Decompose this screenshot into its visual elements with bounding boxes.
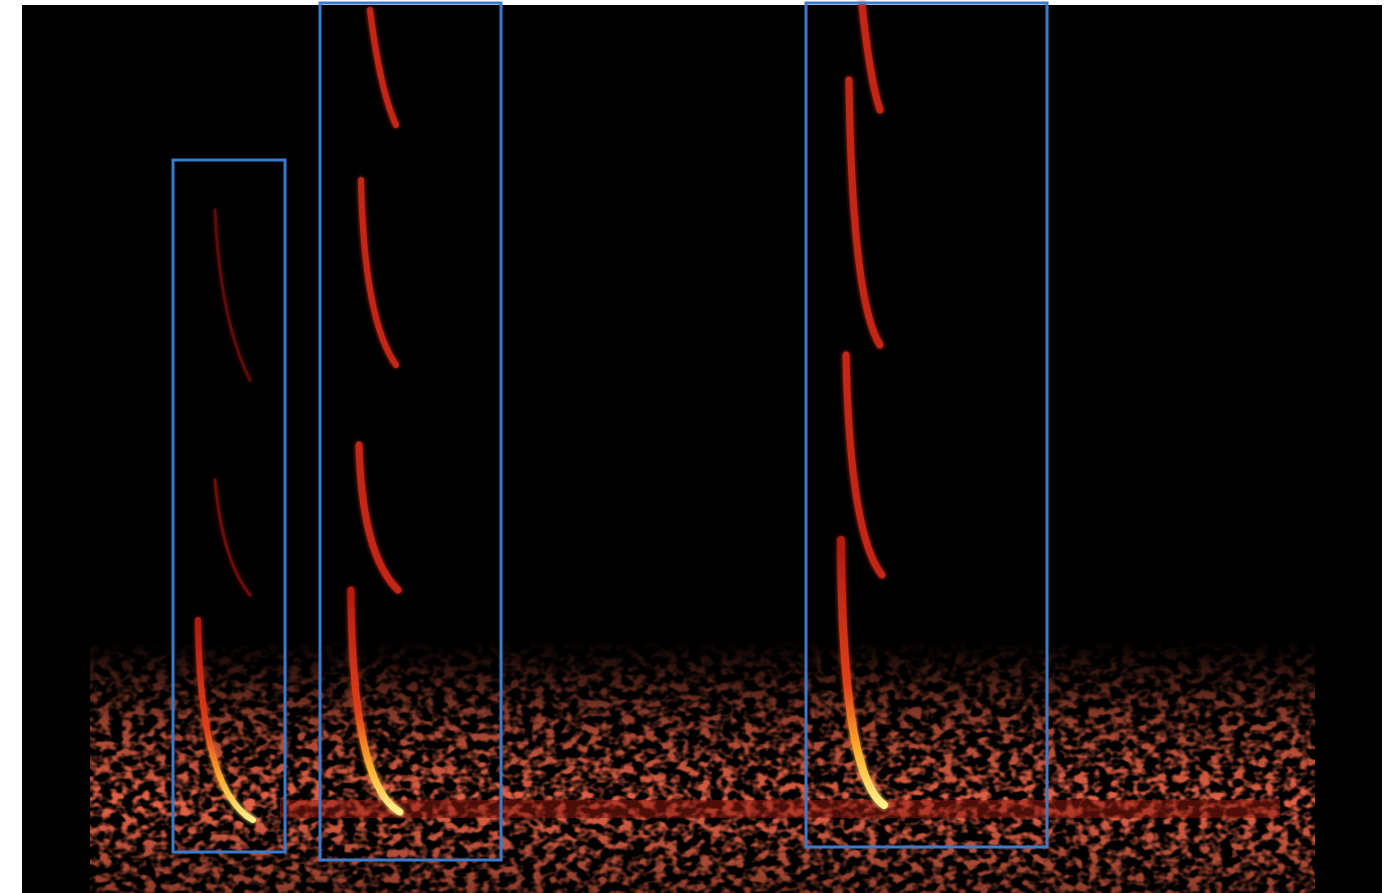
noise-band (90, 640, 1315, 893)
page: (() => { const data = JSON.parse(documen… (0, 0, 1400, 893)
spectrogram-figure (0, 0, 1400, 893)
low-frequency-band (280, 800, 1280, 818)
